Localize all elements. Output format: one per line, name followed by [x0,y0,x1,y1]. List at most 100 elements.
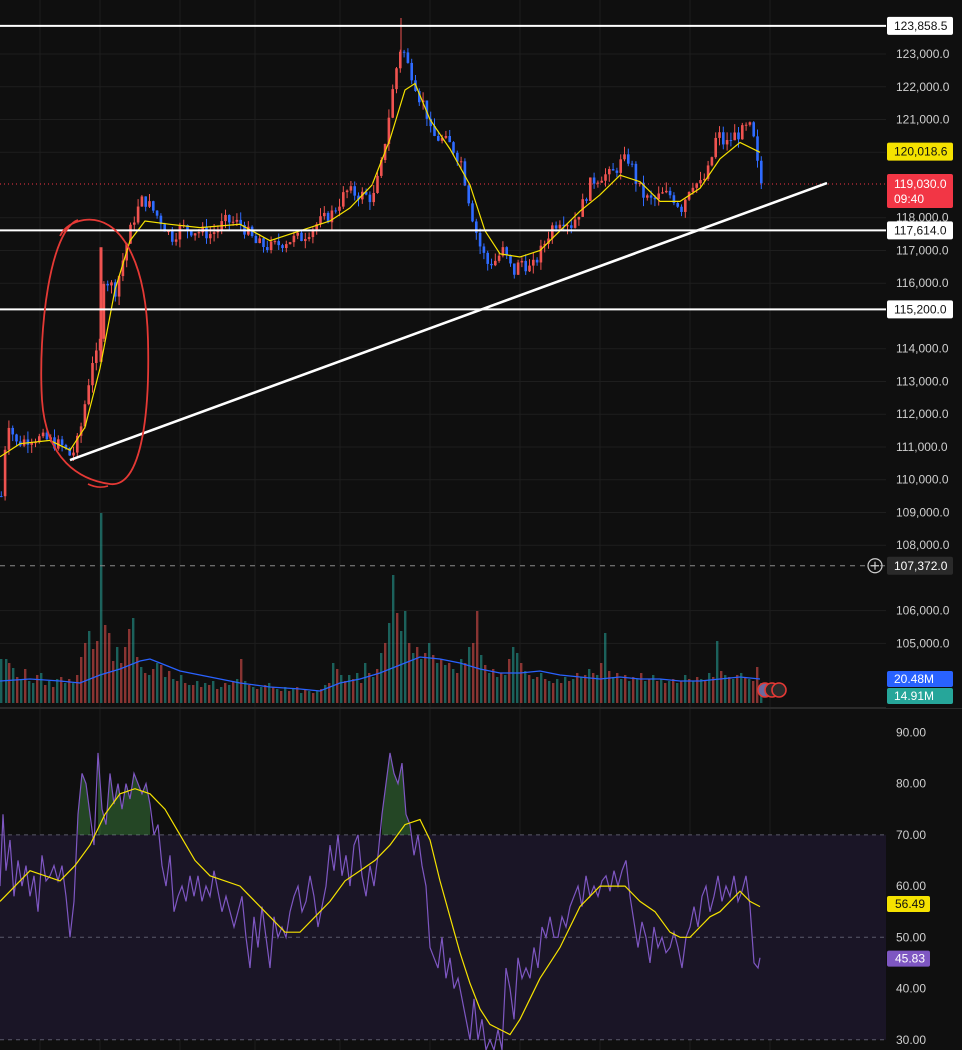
event-marker-icon[interactable] [771,682,787,698]
candle-body [725,140,729,145]
volume-bar [116,647,119,703]
candle-body [277,241,280,246]
candle-body [281,245,284,249]
candle-body [418,90,421,103]
volume-bar [20,679,23,703]
rsi-ma-tag: 56.49 [887,896,930,913]
price-tick-label: 117,000.0 [896,243,949,257]
volume-bar [144,673,147,703]
candle-body [68,448,71,456]
trendline[interactable] [69,181,828,462]
volume-bar [520,663,523,703]
rsi-ma-tag-text: 56.49 [895,897,925,911]
candle-body [722,132,725,145]
level-price-tag-text: 117,614.0 [894,223,947,237]
volume-bar [52,687,55,703]
volume-bar [556,679,559,703]
volume-moving-average [0,656,761,692]
candle-body [577,216,581,220]
candle-body [326,212,330,223]
volume-bar [728,677,731,703]
price-tick-label: 121,000.0 [896,113,950,127]
volume-bar [28,681,31,703]
events-icon[interactable] [757,682,787,698]
candle-body [490,263,493,266]
candle-body [665,190,668,193]
volume-avg-tag-text: 14.91M [894,689,934,703]
candle-body [406,52,410,63]
highlight-ellipse[interactable] [40,218,150,485]
volume-bar [164,677,167,703]
candle-body [190,230,193,236]
volume-bar [272,687,275,703]
candle-body [585,199,588,201]
volume-bar [544,679,547,703]
crosshair-price-tag-background [887,556,953,575]
volume-bar [488,673,491,703]
candle-body [117,276,121,297]
candle-body [129,224,132,244]
volume-bar [548,681,551,703]
volume-bar [264,685,267,703]
candle-body [212,232,216,234]
candle-body [532,259,535,266]
candle-body [475,221,478,233]
rsi-tick-label: 80.00 [896,777,926,791]
rsi-axis[interactable]: 90.00 80.00 70.00 60.00 50.00 40.00 30.00 56.49… [886,710,962,1050]
volume-bar [600,663,603,703]
volume-bar [180,675,183,703]
rsi-moving-average [0,788,761,1036]
add-alert-icon[interactable] [867,558,883,574]
candle-body [501,247,505,256]
volume-bar [348,675,351,703]
ma-price-tag: 120,018.6 [887,142,953,161]
rsi-tick-label: 50.00 [896,930,926,944]
level-price-tag-background [887,300,953,319]
candle-body [83,404,87,427]
volume-bar [472,643,475,703]
candle-body [714,137,717,158]
volume-bar [96,641,99,703]
candle-body [710,157,714,166]
candle-body [589,177,592,201]
volume-bar [172,679,175,703]
candle-body [600,180,603,183]
candle-body [140,196,144,207]
volume-bar [644,681,647,703]
candle-body [376,175,379,193]
volume-bar [288,691,291,703]
candle-body [497,255,501,261]
volume-bar [560,683,563,703]
volume-bar [124,647,127,703]
volume-bar [460,659,463,703]
volume-bar [400,631,403,703]
volume-bar [700,679,703,703]
candle-body [760,160,763,184]
volume-bar [496,677,499,703]
volume-bar [80,657,83,703]
rsi-axis-background [886,710,962,1050]
volume-bar [408,643,411,703]
volume-bar [416,647,419,703]
volume-bar [312,693,315,703]
volume-bar [108,633,111,703]
candle-body [638,182,641,184]
volume-bar [500,673,503,703]
candle-body [285,244,288,249]
volume-bar [428,643,431,703]
volume-bar [324,685,327,703]
price-axis[interactable]: 123,000.0122,000.0121,000.0120,000.0118,… [757,0,962,708]
volume-bar [184,683,187,703]
current-price-text: 119,030.0 [894,177,947,191]
candle-body [691,187,695,192]
candle-body [596,182,600,184]
candle-body [452,142,455,153]
candle-body [34,442,37,444]
horizontal-levels[interactable] [0,24,886,567]
drawings[interactable] [40,181,828,488]
price-tick-label: 113,000.0 [896,374,949,388]
volume-bar [284,687,287,703]
crosshair-price-tag[interactable]: 107,372.0 [867,556,953,575]
